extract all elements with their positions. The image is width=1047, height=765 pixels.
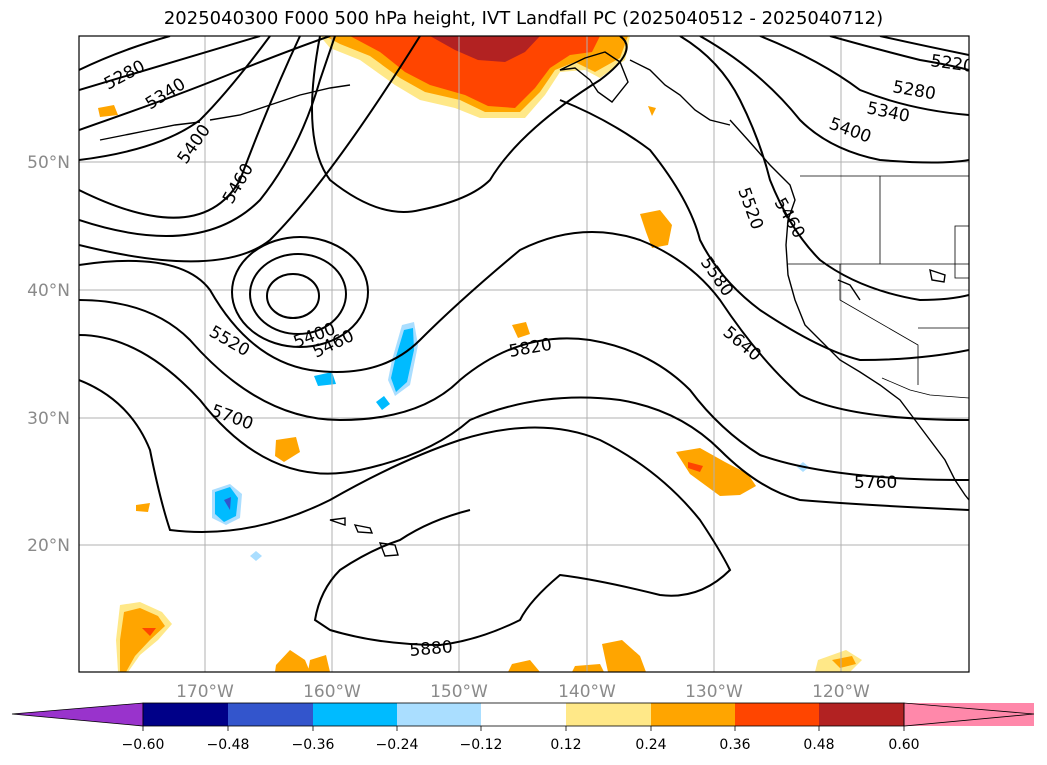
colorbar-bin: [819, 703, 904, 726]
coastlines: [99, 51, 969, 557]
colorbar-tick: 0.60: [888, 737, 919, 753]
colorbar-tick: 0.36: [719, 737, 750, 753]
colorbar-bin: [397, 703, 481, 726]
lon-label-150w: 150°W: [430, 682, 488, 702]
colorbar-tick: 0.12: [550, 737, 581, 753]
longitude-labels: 170°W 160°W 150°W 140°W 130°W 120°W: [176, 682, 870, 702]
colorbar-tick: 0.48: [803, 737, 834, 753]
colorbar-tick: −0.12: [460, 737, 503, 753]
colorbar: −0.60 −0.48 −0.36 −0.24 −0.12 0.12 0.24 …: [11, 702, 1035, 753]
contour-label: 5880: [409, 637, 454, 661]
colorbar-tick: −0.36: [292, 737, 335, 753]
lon-label-130w: 130°W: [685, 682, 743, 702]
colorbar-extend-low: [11, 702, 144, 727]
colorbar-tick: 0.24: [635, 737, 666, 753]
lat-label-30n: 30°N: [27, 409, 70, 429]
colorbar-bin: [143, 703, 228, 726]
lon-label-160w: 160°W: [303, 682, 361, 702]
map-title: 2025040300 F000 500 hPa height, IVT Land…: [163, 8, 884, 29]
colorbar-bin: [481, 703, 566, 726]
lon-label-140w: 140°W: [558, 682, 616, 702]
state-borders: [788, 175, 969, 399]
map-border: [78, 35, 970, 673]
colorbar-bin: [313, 703, 397, 726]
latitude-labels: 50°N 40°N 30°N 20°N: [27, 153, 70, 556]
colorbar-bin: [735, 703, 819, 726]
colorbar-tick: −0.24: [376, 737, 419, 753]
lat-label-50n: 50°N: [27, 153, 70, 173]
lon-label-170w: 170°W: [176, 682, 234, 702]
ivt-positive-shading: [98, 36, 862, 672]
colorbar-bin: [566, 703, 651, 726]
lat-label-40n: 40°N: [27, 281, 70, 301]
height-contours: [79, 36, 969, 647]
colorbar-tick: −0.60: [122, 737, 165, 753]
contour-label: 5760: [854, 473, 897, 493]
colorbar-bin: [651, 703, 735, 726]
colorbar-tick: −0.48: [207, 737, 250, 753]
map-area: [79, 36, 969, 672]
ivt-negative-shading: [212, 322, 809, 561]
lat-label-20n: 20°N: [27, 536, 70, 556]
colorbar-bin: [228, 703, 313, 726]
map-gridlines: [79, 36, 969, 672]
lon-label-120w: 120°W: [812, 682, 870, 702]
